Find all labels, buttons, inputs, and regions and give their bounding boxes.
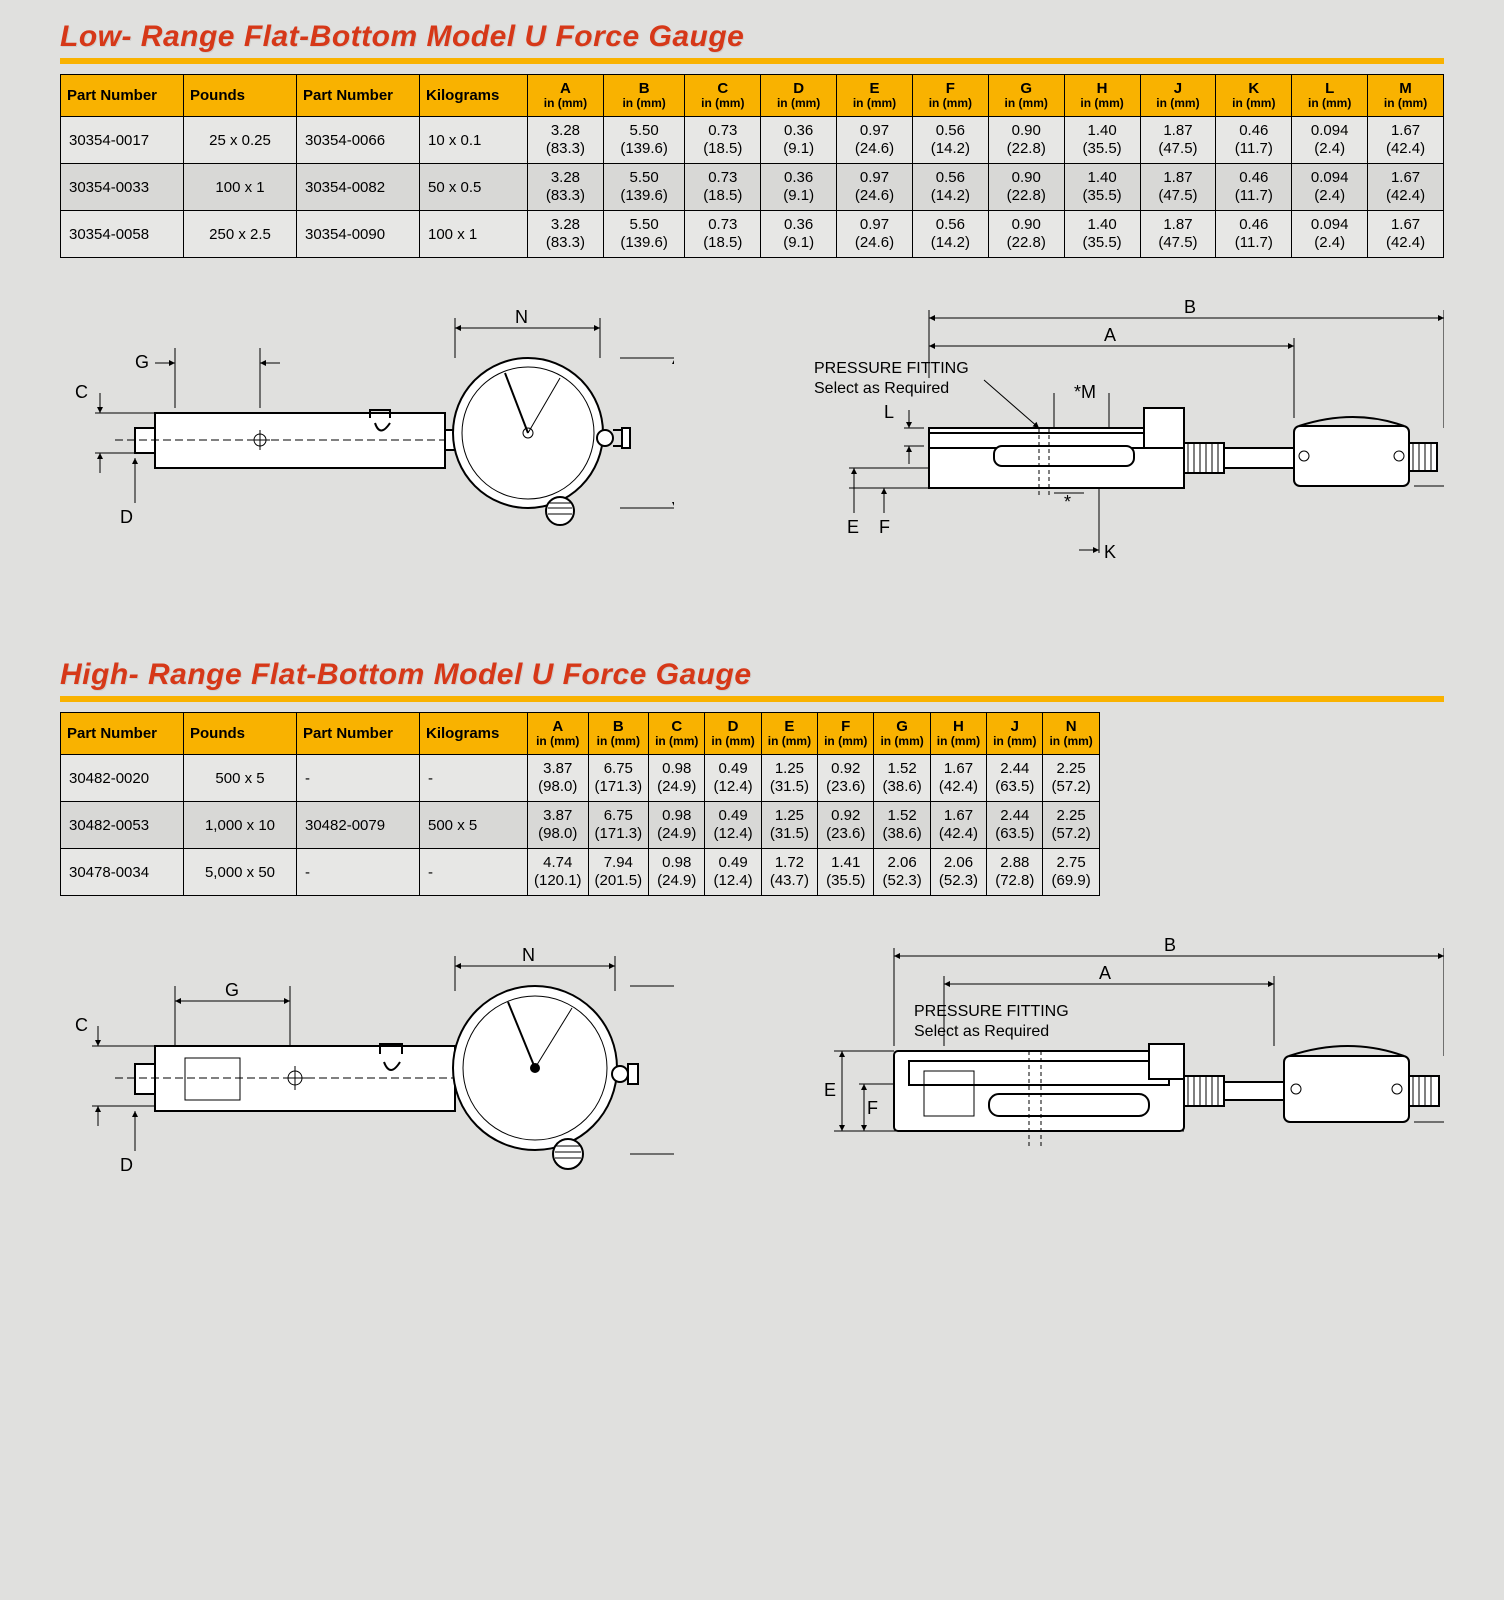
col2-lb: Pounds [184,713,297,755]
svg-text:N: N [522,945,535,965]
diagram-right-low: B A PRESSURE FITTING Select as Required … [754,298,1444,598]
svg-text:K: K [1104,542,1116,562]
svg-text:B: B [1184,298,1196,317]
col-kg: Kilograms [420,75,528,117]
col-E: Ein (mm) [837,75,913,117]
svg-text:C: C [75,1015,88,1035]
table-high-range: Part Number Pounds Part Number Kilograms… [60,712,1100,896]
col2-C: Cin (mm) [649,713,705,755]
table-row: 30482-00531,000 x 1030482-0079500 x 53.8… [61,802,1100,849]
svg-text:PRESSURE FITTING: PRESSURE FITTING [814,360,969,377]
section1-title: Low- Range Flat-Bottom Model U Force Gau… [60,20,1444,64]
table-row: 30354-0033100 x 130354-008250 x 0.53.28(… [61,164,1444,211]
col2-pn1: Part Number [61,713,184,755]
table-low-range: Part Number Pounds Part Number Kilograms… [60,74,1444,258]
col-B: Bin (mm) [603,75,685,117]
col-M: Min (mm) [1368,75,1444,117]
col-K: Kin (mm) [1216,75,1292,117]
col2-G: Gin (mm) [874,713,930,755]
col2-D: Din (mm) [705,713,761,755]
col-D: Din (mm) [761,75,837,117]
table-row: 30354-0058250 x 2.530354-0090100 x 13.28… [61,211,1444,258]
svg-text:D: D [120,1155,133,1175]
col-G: Gin (mm) [988,75,1064,117]
svg-text:Select as Required: Select as Required [914,1023,1049,1040]
col2-pn2: Part Number [297,713,420,755]
svg-text:C: C [75,382,88,402]
table-row: 30354-001725 x 0.2530354-006610 x 0.13.2… [61,117,1444,164]
col2-kg: Kilograms [420,713,528,755]
svg-text:G: G [225,980,239,1000]
col-J: Jin (mm) [1140,75,1216,117]
svg-text:*M: *M [1074,382,1096,402]
svg-text:G: G [135,352,149,372]
svg-text:PRESSURE FITTING: PRESSURE FITTING [914,1003,1069,1020]
table-row: 30482-0020500 x 5--3.87(98.0)6.75(171.3)… [61,755,1100,802]
svg-text:F: F [879,517,890,537]
col-pn1: Part Number [61,75,184,117]
col-C: Cin (mm) [685,75,761,117]
table-row: 30478-00345,000 x 50--4.74(120.1)7.94(20… [61,849,1100,896]
svg-text:Select as Required: Select as Required [814,380,949,397]
col-lb: Pounds [184,75,297,117]
col-pn2: Part Number [297,75,420,117]
col-F: Fin (mm) [912,75,988,117]
svg-text:E: E [847,517,859,537]
svg-text:D: D [120,507,133,527]
col2-N: Nin (mm) [1043,713,1099,755]
col2-B: Bin (mm) [588,713,649,755]
diagram-row-2: N G C D J B A PRESSURE FITTING Select as [20,916,1484,1256]
svg-text:F: F [867,1098,878,1118]
diagram-left-high: N G C D J [60,936,674,1196]
col-L: Lin (mm) [1292,75,1368,117]
svg-text:N: N [515,307,528,327]
col-A: Ain (mm) [528,75,604,117]
section2-title: High- Range Flat-Bottom Model U Force Ga… [60,658,1444,702]
col2-H: Hin (mm) [930,713,986,755]
diagram-right-high: B A PRESSURE FITTING Select as Required … [754,936,1444,1186]
col-H: Hin (mm) [1064,75,1140,117]
col2-F: Fin (mm) [818,713,874,755]
svg-text:*: * [1064,492,1071,512]
col2-E: Ein (mm) [761,713,817,755]
svg-text:A: A [1099,963,1111,983]
svg-text:B: B [1164,936,1176,955]
diagram-left-low: N G C D J [60,298,674,578]
col2-J: Jin (mm) [987,713,1043,755]
col2-A: Ain (mm) [528,713,589,755]
svg-text:L: L [884,402,894,422]
diagram-row-1: N G C D J B A PR [20,278,1484,658]
svg-text:E: E [824,1080,836,1100]
svg-text:A: A [1104,325,1116,345]
